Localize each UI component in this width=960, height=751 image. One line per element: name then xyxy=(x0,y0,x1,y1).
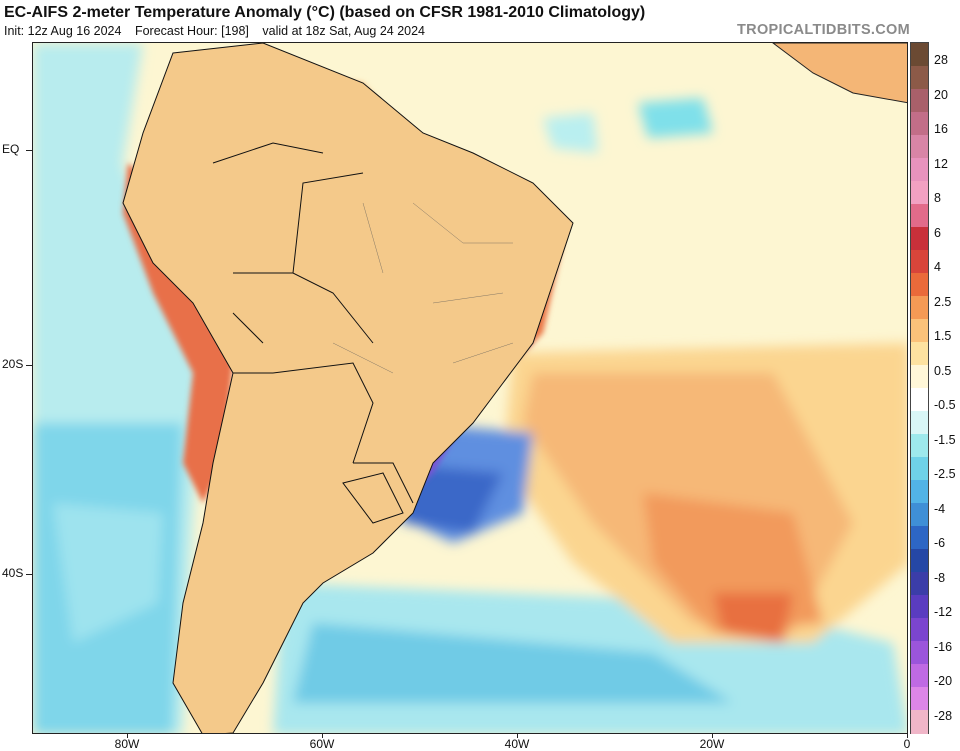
colorbar-segment xyxy=(911,342,928,366)
colorbar-label: -12 xyxy=(934,605,953,620)
colorbar-label: -20 xyxy=(934,674,953,689)
africa-outline xyxy=(772,43,907,104)
colorbar-label: 1.5 xyxy=(934,329,952,344)
lon-label-40w: 40W xyxy=(504,737,530,751)
colorbar-segment xyxy=(911,687,928,711)
colorbar-label: -1.5 xyxy=(934,432,956,447)
colorbar xyxy=(910,42,929,734)
colorbar-segment xyxy=(911,457,928,481)
country-borders xyxy=(122,43,574,733)
valid-time: valid at 18z Sat, Aug 24 2024 xyxy=(262,24,426,38)
colorbar-label: -28 xyxy=(934,709,953,723)
colorbar-label: -4 xyxy=(934,501,946,516)
colorbar-segment xyxy=(911,595,928,619)
colorbar-label: 6 xyxy=(934,225,941,240)
lat-tick xyxy=(26,365,32,366)
lon-tick xyxy=(127,734,128,738)
colorbar-label: 0.5 xyxy=(934,363,952,378)
colorbar-segment xyxy=(911,204,928,228)
lat-label-eq: EQ xyxy=(2,142,20,156)
lon-label-80w: 80W xyxy=(114,737,140,751)
lon-tick xyxy=(322,734,323,738)
lat-label-40s: 40S xyxy=(2,566,24,580)
lon-label-20w: 20W xyxy=(699,737,725,751)
lon-label-0: 0 xyxy=(903,737,911,751)
colorbar-segment xyxy=(911,158,928,182)
header: EC-AIFS 2-meter Temperature Anomaly (°C)… xyxy=(0,0,960,42)
colorbar-label: -6 xyxy=(934,536,946,551)
colorbar-segment xyxy=(911,365,928,389)
map-title: EC-AIFS 2-meter Temperature Anomaly (°C)… xyxy=(4,4,646,21)
colorbar-label: -16 xyxy=(934,639,953,654)
brand-watermark: TROPICALTIDBITS.COM xyxy=(737,22,910,38)
colorbar-segment xyxy=(911,227,928,251)
anomaly-map xyxy=(32,42,908,734)
lon-tick xyxy=(712,734,713,738)
africa-coast xyxy=(773,43,907,103)
colorbar-segment xyxy=(911,135,928,159)
colorbar-segment xyxy=(911,526,928,550)
lon-tick xyxy=(907,734,908,738)
init-time: Init: 12z Aug 16 2024 xyxy=(4,24,122,38)
colorbar-segment xyxy=(911,664,928,688)
state-borders xyxy=(332,202,514,374)
colorbar-segment xyxy=(911,319,928,343)
colorbar-segment xyxy=(911,480,928,504)
colorbar-segment xyxy=(911,434,928,458)
colorbar-label: 16 xyxy=(934,122,948,137)
colorbar-segment xyxy=(911,43,928,67)
colorbar-label: 8 xyxy=(934,191,941,206)
colorbar-segment xyxy=(911,89,928,113)
lat-tick xyxy=(26,574,32,575)
colorbar-label: 4 xyxy=(934,260,941,275)
colorbar-segment xyxy=(911,549,928,573)
colorbar-segment xyxy=(911,273,928,297)
lon-tick xyxy=(517,734,518,738)
colorbar-segment xyxy=(911,66,928,90)
colorbar-segment xyxy=(911,641,928,665)
colorbar-label: 20 xyxy=(934,87,948,102)
colorbar-label: 12 xyxy=(934,156,948,171)
colorbar-segment xyxy=(911,411,928,435)
colorbar-segment xyxy=(911,503,928,527)
map-subtitle: Init: 12z Aug 16 2024 Forecast Hour: [19… xyxy=(4,24,435,38)
colorbar-segment xyxy=(911,296,928,320)
forecast-hour: Forecast Hour: [198] xyxy=(134,24,249,38)
colorbar-label: 28 xyxy=(934,53,948,67)
colorbar-label: -2.5 xyxy=(934,467,956,482)
colorbar-segment xyxy=(911,181,928,205)
colorbar-segment xyxy=(911,618,928,642)
colorbar-label: 2.5 xyxy=(934,294,952,309)
colorbar-segment xyxy=(911,112,928,136)
colorbar-segment xyxy=(911,710,928,734)
colorbar-label: -0.5 xyxy=(934,398,956,413)
colorbar-segment xyxy=(911,250,928,274)
colorbar-segment xyxy=(911,572,928,596)
colorbar-segment xyxy=(911,388,928,412)
lon-label-60w: 60W xyxy=(309,737,335,751)
lat-tick xyxy=(26,150,32,151)
map-svg xyxy=(33,43,907,733)
colorbar-label: -8 xyxy=(934,570,946,585)
lat-label-20s: 20S xyxy=(2,357,24,371)
